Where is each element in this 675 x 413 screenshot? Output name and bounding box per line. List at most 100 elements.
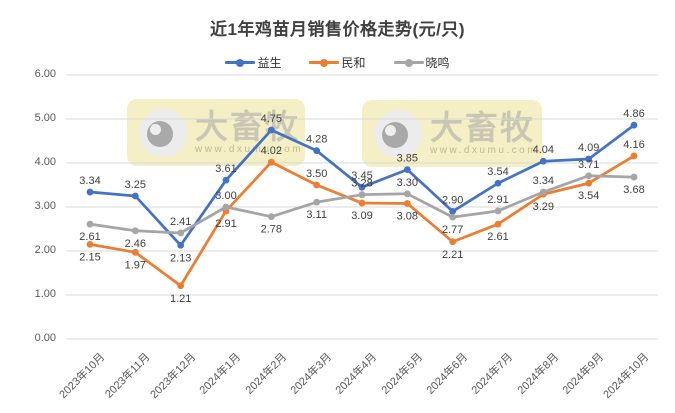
data-label: 2.41 xyxy=(170,216,191,228)
legend-label: 晓鸣 xyxy=(425,56,450,70)
data-label: 4.09 xyxy=(578,142,599,154)
data-label: 3.29 xyxy=(533,201,554,213)
data-label: 1.21 xyxy=(170,293,191,305)
data-label: 2.21 xyxy=(442,249,463,261)
data-label: 3.85 xyxy=(397,153,418,165)
data-point xyxy=(358,183,366,191)
data-label: 3.08 xyxy=(397,210,418,222)
data-point xyxy=(358,191,366,199)
data-point xyxy=(222,176,230,184)
data-point xyxy=(449,208,457,215)
data-label: 3.54 xyxy=(578,190,599,202)
data-point xyxy=(494,207,502,215)
data-point xyxy=(630,173,638,181)
data-point xyxy=(267,213,275,221)
data-point xyxy=(222,203,230,211)
watermark-url: www.dxumu.com xyxy=(195,144,304,155)
data-label: 1.97 xyxy=(125,259,146,271)
data-label: 3.00 xyxy=(215,190,236,202)
data-label: 4.04 xyxy=(533,144,554,156)
legend-item-yisheng: 益生 xyxy=(225,54,281,71)
data-point xyxy=(403,190,411,198)
data-point xyxy=(539,157,547,165)
data-point xyxy=(630,121,638,129)
data-label: 2.46 xyxy=(125,238,146,250)
y-tick-label: 5.00 xyxy=(34,112,56,124)
data-label: 3.68 xyxy=(623,184,644,196)
data-label: 4.02 xyxy=(261,145,282,157)
watermark: 大畜牧 www.dxumu.com xyxy=(362,100,542,167)
y-tick-label: 2.00 xyxy=(34,244,56,256)
data-point xyxy=(585,155,593,163)
data-label: 4.28 xyxy=(306,134,327,146)
data-point xyxy=(403,166,411,174)
data-label: 3.25 xyxy=(125,179,146,191)
data-point xyxy=(449,213,457,221)
data-label: 2.91 xyxy=(487,194,508,206)
watermark-url: www.dxumu.com xyxy=(430,145,539,156)
data-label: 3.34 xyxy=(533,175,554,187)
data-point xyxy=(86,220,94,228)
y-tick-label: 3.00 xyxy=(34,200,56,212)
data-label: 3.11 xyxy=(306,209,327,221)
legend-item-minhe: 民和 xyxy=(309,54,366,71)
legend-label: 益生 xyxy=(257,56,282,70)
data-point xyxy=(403,200,411,207)
legend-item-xiaoming: 晓鸣 xyxy=(393,54,450,71)
data-point xyxy=(177,241,185,249)
data-point xyxy=(131,248,139,256)
y-tick-label: 6.00 xyxy=(34,68,56,80)
data-label: 4.75 xyxy=(261,113,282,125)
data-point xyxy=(313,181,321,189)
y-tick-label: 4.00 xyxy=(34,156,56,168)
legend-line-marker-icon xyxy=(393,58,424,67)
data-label: 4.16 xyxy=(623,139,644,151)
data-label: 2.78 xyxy=(261,224,282,236)
legend: 益生 民和 晓鸣 xyxy=(0,54,675,71)
data-point xyxy=(358,199,366,207)
data-point xyxy=(494,220,502,228)
data-point xyxy=(177,282,185,290)
data-point xyxy=(267,158,275,166)
data-label: 4.86 xyxy=(623,108,644,120)
data-point xyxy=(86,241,94,248)
data-label: 2.61 xyxy=(487,231,508,243)
data-label: 3.61 xyxy=(215,163,236,175)
data-point xyxy=(585,172,593,180)
y-tick-label: 1.00 xyxy=(34,288,56,300)
legend-line-marker-icon xyxy=(309,58,340,67)
data-point xyxy=(449,238,457,246)
data-label: 3.45 xyxy=(351,170,372,182)
data-point xyxy=(267,126,275,134)
data-point xyxy=(177,229,185,237)
data-label: 2.91 xyxy=(215,218,236,230)
data-label: 2.77 xyxy=(442,224,463,236)
data-point xyxy=(131,192,139,200)
data-point xyxy=(630,152,638,160)
chart-title: 近1年鸡苗月销售价格走势(元/只) xyxy=(210,20,465,39)
data-point xyxy=(313,198,321,206)
data-point xyxy=(585,179,593,187)
watermark-eye-logo-icon xyxy=(374,109,422,158)
y-tick-label: 0.00 xyxy=(34,332,56,344)
data-label: 2.15 xyxy=(79,251,100,263)
data-label: 2.90 xyxy=(442,194,463,206)
data-label: 3.54 xyxy=(487,166,508,178)
legend-label: 民和 xyxy=(341,56,366,70)
data-label: 3.50 xyxy=(306,168,327,180)
data-label: 3.71 xyxy=(578,159,599,171)
data-label: 2.61 xyxy=(79,231,100,243)
data-point xyxy=(539,188,547,196)
data-point xyxy=(313,147,321,155)
data-label: 3.09 xyxy=(351,210,372,222)
watermark-brand: 大畜牧 xyxy=(430,109,535,146)
watermark-brand: 大畜牧 xyxy=(195,108,300,145)
data-label: 3.30 xyxy=(397,177,418,189)
legend-line-marker-icon xyxy=(225,58,256,67)
data-label: 3.34 xyxy=(79,175,100,187)
watermark-eye-logo-icon xyxy=(139,108,187,157)
data-label: 2.13 xyxy=(170,252,191,264)
data-point xyxy=(86,188,94,196)
